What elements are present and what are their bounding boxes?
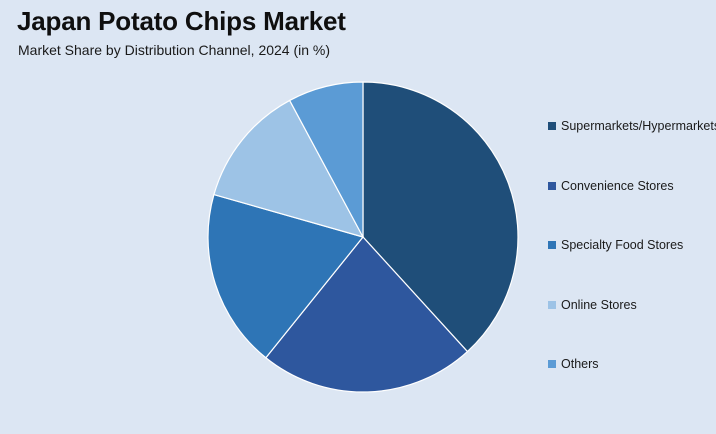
legend-item-supermarkets-hypermarkets: Supermarkets/Hypermarkets xyxy=(548,116,716,136)
legend-item-specialty-food-stores: Specialty Food Stores xyxy=(548,235,683,255)
pie-slice-convenience-stores xyxy=(264,236,469,393)
legend-label: Specialty Food Stores xyxy=(561,238,684,252)
legend-swatch xyxy=(548,181,556,190)
chart-subtitle: Market Share by Distribution Channel, 20… xyxy=(18,42,331,58)
legend-label: Supermarkets/Hypermarkets xyxy=(561,119,716,133)
legend-item-convenience-stores: Convenience Stores xyxy=(548,176,674,196)
legend-swatch xyxy=(548,122,556,130)
legend-label: Convenience Stores xyxy=(561,178,674,193)
legend-label: Online Stores xyxy=(561,297,637,312)
pie-slice-specialty-food-stores xyxy=(207,193,365,359)
chart-title: Japan Potato Chips Market xyxy=(17,6,346,36)
pie-slice-others xyxy=(288,81,364,238)
legend-swatch xyxy=(548,241,556,249)
legend-label: Others xyxy=(561,357,599,371)
legend-item-others: Others xyxy=(548,354,599,374)
legend-swatch xyxy=(548,360,556,368)
chart-legend: Supermarkets/Hypermarkets Convenience Sto… xyxy=(548,116,716,406)
pie-slice-supermarkets-hypermarkets xyxy=(362,81,519,353)
legend-item-online-stores: Online Stores xyxy=(548,295,637,315)
pie-slice-online-stores xyxy=(213,99,365,238)
legend-swatch xyxy=(548,300,556,309)
